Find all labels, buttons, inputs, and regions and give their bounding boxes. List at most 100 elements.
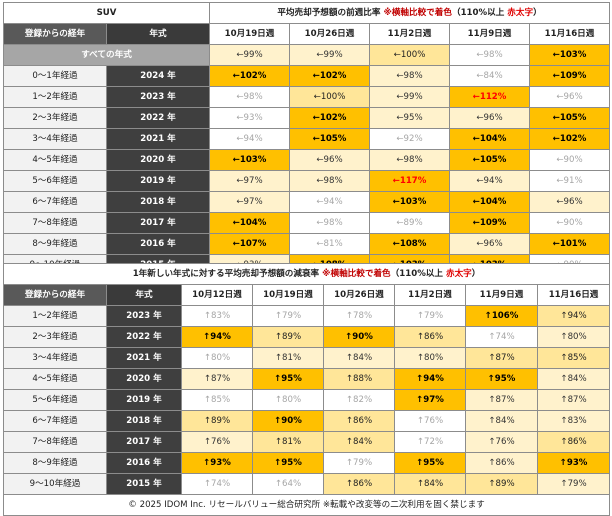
ratio-cell: ←104% <box>449 128 531 150</box>
table-row: 0～1年経過 2024 年 ←102% ←102% ←98% ←84% ←109% <box>3 65 611 87</box>
ratio-cell: ↑79% <box>394 305 466 327</box>
table-row: 1～2年経過 2023 年 ←98% ←100% ←99% ←112% ←96% <box>3 86 611 108</box>
model-year: 2023 年 <box>105 86 211 108</box>
section1-header-row: 登録からの経年 年式 10月19日週 10月26日週 11月2日週 11月9日週 11月… <box>3 23 611 45</box>
ratio-cell: ↑78% <box>323 305 395 327</box>
ratio-cell: ←81% <box>289 233 371 255</box>
ratio-cell: ←102% <box>529 128 611 150</box>
ratio-cell: ↑86% <box>394 326 466 348</box>
ratio-cell: ↑86% <box>323 410 395 432</box>
table-row: 3～4年経過 2021 年 ←94% ←105% ←92% ←104% ←102% <box>3 128 611 150</box>
ratio-cell: ←93% <box>209 107 291 129</box>
ratio-cell: ←109% <box>449 212 531 234</box>
table-row: 7～8年経過 2017 年 ←104% ←98% ←89% ←109% ←90% <box>3 212 611 234</box>
ratio-cell: ↑94% <box>536 305 611 327</box>
table-row: 4～5年経過 2020 年 ↑87% ↑95% ↑88% ↑94% ↑95% ↑84% <box>3 368 611 390</box>
col-year-header: 年式 <box>106 284 182 306</box>
ratio-cell: ↑80% <box>252 389 324 411</box>
ratio-cell: ↑84% <box>465 410 538 432</box>
week-header: 11月16日週 <box>529 23 611 45</box>
age-label: 2～3年経過 <box>3 326 107 348</box>
ratio-cell: ←84% <box>449 65 531 87</box>
table-row: 6～7年経過 2018 年 ↑89% ↑90% ↑86% ↑76% ↑84% ↑83% <box>3 410 611 432</box>
copyright-footer: © 2025 IDOM Inc. リセールバリュー総合研究所 ※転載や改変等の二… <box>2 494 611 516</box>
week-header: 11月2日週 <box>369 23 451 45</box>
ratio-cell: ↑64% <box>252 473 324 495</box>
ratio-cell: ←92% <box>369 128 451 150</box>
ratio-cell: ↑79% <box>323 452 395 474</box>
model-year: 2023 年 <box>106 305 182 327</box>
ratio-cell: ←97% <box>209 191 291 213</box>
ratio-cell: ←94% <box>209 128 291 150</box>
ratio-cell: ←98% <box>369 65 451 87</box>
table-row: 8～9年経過 2016 年 ↑93% ↑95% ↑79% ↑95% ↑86% ↑93% <box>3 452 611 474</box>
ratio-cell: ↑87% <box>536 389 611 411</box>
ratio-cell: ↑88% <box>323 368 395 390</box>
ratio-cell: ←96% <box>449 233 531 255</box>
ratio-cell: ←98% <box>289 212 371 234</box>
ratio-cell: ↑72% <box>394 431 466 453</box>
ratio-cell: ←94% <box>289 191 371 213</box>
ratio-cell: ←90% <box>529 149 611 171</box>
section2-title: 1年新しい年式に対する平均売却予想額の減衰率 ※横軸比較で着色（110%以上 赤… <box>2 263 611 285</box>
model-year: 2017 年 <box>106 431 182 453</box>
age-label: 2～3年経過 <box>3 107 107 129</box>
model-year: 2019 年 <box>106 389 182 411</box>
ratio-cell: ←104% <box>449 191 531 213</box>
week-header: 11月2日週 <box>394 284 466 306</box>
model-year: 2015 年 <box>106 473 182 495</box>
week-header: 11月9日週 <box>449 23 531 45</box>
section2-header-row: 登録からの経年 年式 10月12日週 10月19日週 10月26日週 11月2日週 11… <box>3 284 611 306</box>
col-year-header: 年式 <box>105 23 211 45</box>
section2-red-bold: 赤太字 <box>445 269 472 279</box>
table-row: 9～10年経過 2015 年 ↑74% ↑64% ↑86% ↑84% ↑89% ↑79% <box>3 473 611 495</box>
ratio-cell: ↑94% <box>181 326 253 348</box>
ratio-cell: ←100% <box>369 44 451 66</box>
section1-title-text: 平均売却予想額の前週比率 <box>277 8 381 18</box>
ratio-cell: ↑86% <box>536 431 611 453</box>
week-header: 10月19日週 <box>252 284 324 306</box>
ratio-cell: ↑95% <box>465 368 538 390</box>
table-row: 7～8年経過 2017 年 ↑76% ↑81% ↑84% ↑72% ↑76% ↑86% <box>3 431 611 453</box>
ratio-cell: ←103% <box>529 44 611 66</box>
week-header: 10月12日週 <box>181 284 253 306</box>
age-label: 5～6年経過 <box>3 389 107 411</box>
table-row: 4～5年経過 2020 年 ←103% ←96% ←98% ←105% ←90% <box>3 149 611 171</box>
ratio-cell: ↑79% <box>252 305 324 327</box>
model-year: 2016 年 <box>106 452 182 474</box>
model-year: 2021 年 <box>105 128 211 150</box>
ratio-cell: ←95% <box>369 107 451 129</box>
age-label: 8～9年経過 <box>3 452 107 474</box>
ratio-cell: ←99% <box>289 44 371 66</box>
section1-title: 平均売却予想額の前週比率 ※横軸比較で着色（110%以上 赤太字） <box>209 2 611 24</box>
ratio-cell: ←98% <box>449 44 531 66</box>
ratio-cell: ↑74% <box>465 326 538 348</box>
age-label: 9～10年経過 <box>3 473 107 495</box>
ratio-cell: ↑79% <box>536 473 611 495</box>
model-year: 2020 年 <box>106 368 182 390</box>
table-row: 5～6年経過 2019 年 ←97% ←98% ←117% ←94% ←91% <box>3 170 611 192</box>
ratio-cell: ↑80% <box>181 347 253 369</box>
week-header: 11月16日週 <box>536 284 611 306</box>
ratio-cell: ←99% <box>369 86 451 108</box>
table-row: 6～7年経過 2018 年 ←97% ←94% ←103% ←104% ←96% <box>3 191 611 213</box>
week-header: 11月9日週 <box>465 284 538 306</box>
age-label: 4～5年経過 <box>3 149 107 171</box>
age-label: 7～8年経過 <box>3 431 107 453</box>
ratio-cell: ↑89% <box>465 473 538 495</box>
age-label: 3～4年経過 <box>3 128 107 150</box>
table-row: 2～3年経過 2022 年 ↑94% ↑89% ↑90% ↑86% ↑74% ↑80% <box>3 326 611 348</box>
ratio-cell: ↑84% <box>323 347 395 369</box>
ratio-cell: ↑95% <box>252 452 324 474</box>
ratio-cell: ↑80% <box>536 326 611 348</box>
week-header: 10月26日週 <box>289 23 371 45</box>
age-label: 5～6年経過 <box>3 170 107 192</box>
ratio-cell: ↑90% <box>252 410 324 432</box>
ratio-cell: ←103% <box>369 191 451 213</box>
ratio-cell: ←91% <box>529 170 611 192</box>
ratio-cell: ←117% <box>369 170 451 192</box>
ratio-cell: ←102% <box>209 65 291 87</box>
ratio-cell: ←96% <box>529 191 611 213</box>
section1-red-bold: 赤太字 <box>507 8 534 18</box>
ratio-cell: ←102% <box>289 65 371 87</box>
